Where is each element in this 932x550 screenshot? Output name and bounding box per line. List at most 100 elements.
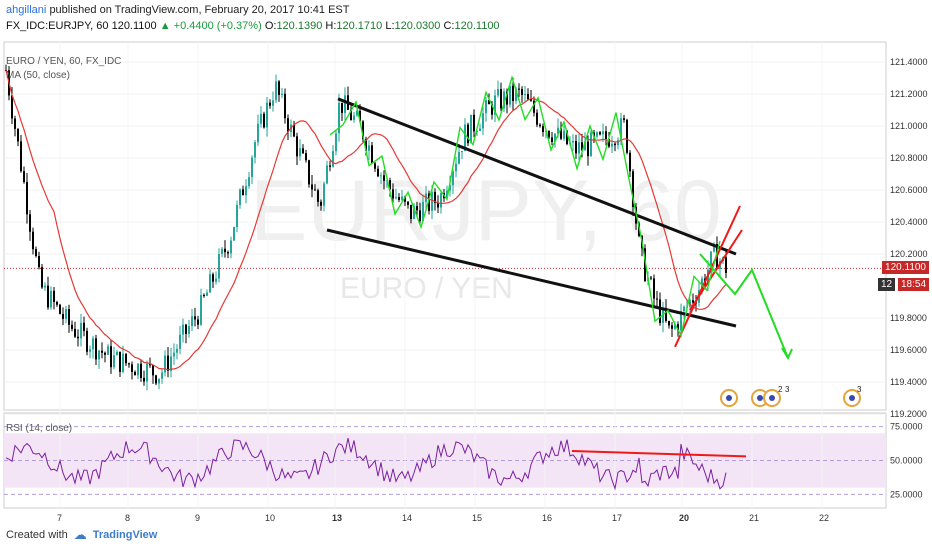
- candle-body: [656, 298, 658, 300]
- candle-body: [68, 309, 70, 325]
- candle-body: [38, 256, 40, 268]
- candle-body: [359, 110, 361, 122]
- rsi-label[interactable]: RSI (14, close): [6, 423, 73, 434]
- candle-body: [533, 100, 535, 113]
- candle-body: [581, 142, 583, 151]
- candle-body: [401, 196, 403, 201]
- rsi-tick-label: 50.0000: [890, 456, 923, 466]
- candle-body: [368, 145, 370, 151]
- candle-body: [374, 163, 376, 169]
- candle-body: [584, 141, 586, 151]
- time-tick-label: 14: [402, 513, 412, 523]
- candle-body: [665, 308, 667, 321]
- time-tick-label: 8: [125, 513, 130, 523]
- candle-body: [308, 160, 310, 185]
- candle-body: [287, 118, 289, 133]
- candle-body: [161, 372, 163, 379]
- candle-body: [158, 378, 160, 384]
- candle-body: [383, 175, 385, 181]
- candle-body: [113, 355, 115, 368]
- open-label: O:: [264, 20, 277, 32]
- time-tick-label: 10: [265, 513, 275, 523]
- timer-box: 18:54: [898, 278, 930, 291]
- candle-body: [170, 356, 172, 371]
- candle-body: [89, 349, 91, 352]
- candle-body: [371, 145, 373, 164]
- wave-annotation: [329, 75, 721, 338]
- candle-body: [626, 119, 628, 153]
- time-tick-label: 20: [679, 513, 689, 523]
- candle-body: [671, 325, 673, 329]
- candle-body: [173, 352, 175, 357]
- candle-body: [185, 324, 187, 334]
- candle-body: [209, 274, 211, 293]
- candle-body: [122, 353, 124, 372]
- candle-body: [587, 141, 589, 157]
- symbol-name[interactable]: FX_IDC:EURJPY, 60: [6, 20, 109, 32]
- event-dot-icon: [726, 395, 732, 401]
- open-value: 120.1390: [276, 20, 323, 32]
- candle-body: [143, 377, 145, 382]
- candle-body: [452, 171, 454, 186]
- candle-body: [119, 351, 121, 372]
- ma-line: [5, 70, 727, 371]
- candle-body: [434, 191, 436, 203]
- candle-body: [518, 88, 520, 90]
- candle-body: [302, 148, 304, 154]
- candle-body: [149, 363, 151, 366]
- candle-body: [509, 85, 511, 105]
- candle-body: [659, 299, 661, 323]
- pane-title[interactable]: EURO / YEN, 60, FX_IDC: [6, 56, 122, 67]
- close-label: C:: [443, 20, 455, 32]
- candle-body: [74, 328, 76, 337]
- candle-body: [200, 295, 202, 325]
- candle-body: [428, 193, 430, 211]
- candle-body: [92, 338, 94, 350]
- candle-body: [83, 322, 85, 331]
- candle-body: [125, 353, 127, 364]
- candle-body: [440, 193, 442, 208]
- candle-body: [218, 253, 220, 279]
- candle-body: [323, 183, 325, 206]
- candle-body: [482, 113, 484, 129]
- time-tick-label: 21: [749, 513, 759, 523]
- candle-body: [404, 196, 406, 202]
- candle-body: [245, 186, 247, 196]
- candle-body: [338, 102, 340, 134]
- candle-body: [611, 143, 613, 147]
- candle-body: [548, 130, 550, 138]
- candle-body: [524, 93, 526, 95]
- candle-body: [335, 133, 337, 152]
- candle-body: [674, 324, 676, 329]
- price-tick-label: 120.8000: [890, 153, 928, 163]
- watermark-small: EURO / YEN: [340, 272, 513, 305]
- author-link[interactable]: ahgillani: [6, 4, 47, 16]
- candle-body: [272, 100, 274, 106]
- candle-body: [407, 201, 409, 205]
- candle-body: [179, 334, 181, 349]
- rsi-divergence-line: [571, 450, 747, 458]
- candle-body: [224, 248, 226, 253]
- candle-body: [341, 102, 343, 113]
- candle-body: [155, 375, 157, 384]
- low-label: L:: [385, 20, 395, 32]
- candle-body: [212, 274, 214, 282]
- tradingview-brand[interactable]: TradingView: [92, 529, 158, 541]
- candle-body: [14, 118, 16, 129]
- candle-body: [191, 316, 193, 327]
- candle-body: [608, 138, 610, 147]
- candle-body: [233, 226, 235, 241]
- candle-body: [596, 132, 598, 137]
- candle-body: [227, 252, 229, 254]
- price-tick-label: 120.4000: [890, 217, 928, 227]
- candle-body: [494, 95, 496, 115]
- candle-body: [266, 102, 268, 128]
- candle-body: [563, 130, 565, 139]
- candle-body: [650, 277, 652, 279]
- candle-body: [617, 140, 619, 146]
- candle-body: [263, 113, 265, 128]
- candle-body: [398, 197, 400, 201]
- candle-body: [116, 351, 118, 356]
- candle-body: [575, 141, 577, 154]
- ma-label[interactable]: MA (50, close): [6, 70, 70, 81]
